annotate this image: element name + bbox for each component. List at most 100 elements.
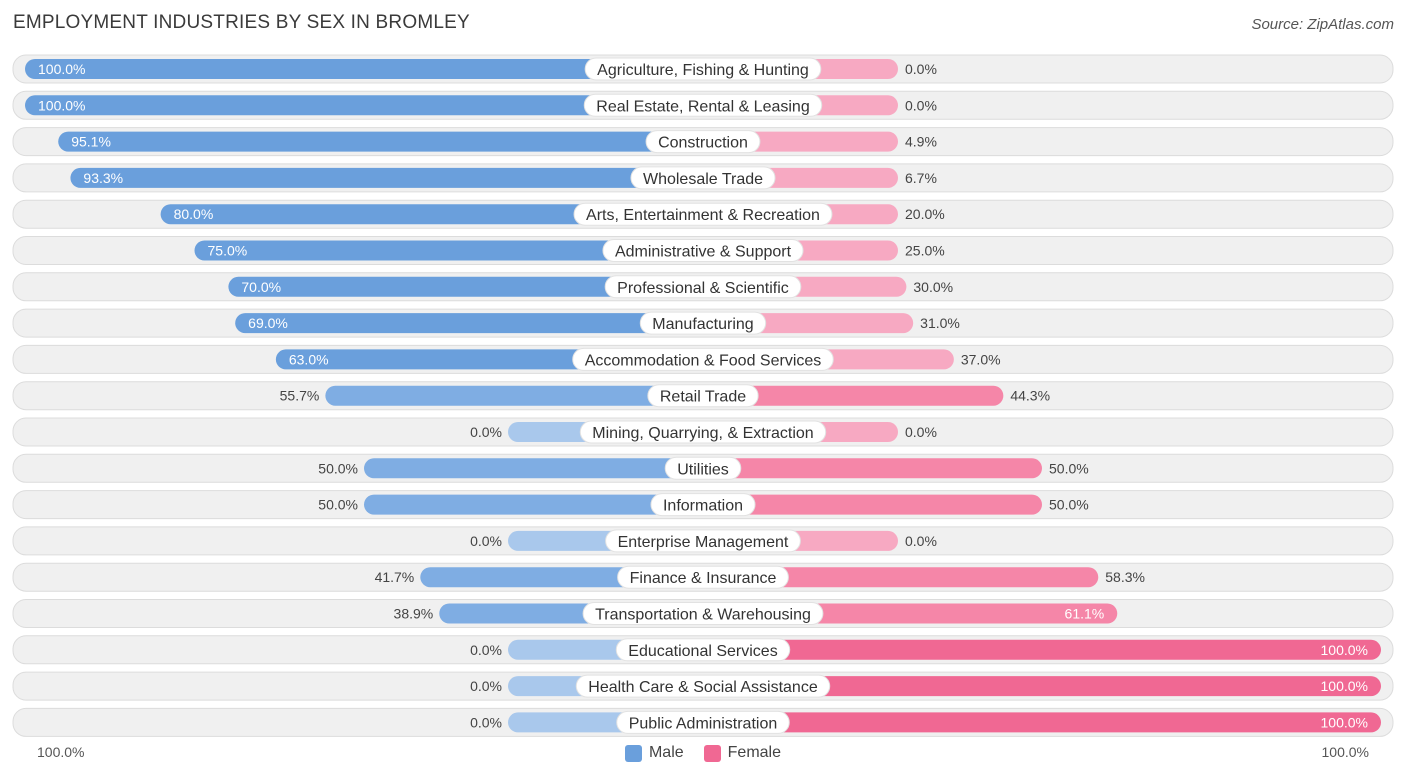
value-label-female: 100.0% bbox=[1321, 714, 1368, 730]
category-label-pill bbox=[650, 493, 756, 517]
category-label-pill bbox=[616, 710, 790, 734]
category-label-pill bbox=[645, 130, 761, 154]
bar-male bbox=[235, 313, 703, 334]
category-label-pill bbox=[617, 565, 789, 589]
value-label-male: 50.0% bbox=[318, 497, 358, 513]
category-label: Information bbox=[663, 498, 743, 515]
category-label: Transportation & Warehousing bbox=[595, 607, 811, 624]
value-label-female: 50.0% bbox=[1049, 460, 1089, 476]
value-label-male: 0.0% bbox=[470, 533, 502, 549]
category-label-pill bbox=[573, 202, 833, 226]
category-label: Public Administration bbox=[629, 715, 778, 732]
value-label-male: 50.0% bbox=[318, 460, 358, 476]
bar-female bbox=[703, 639, 1381, 660]
value-label-female: 44.3% bbox=[1010, 388, 1050, 404]
value-label-female: 4.9% bbox=[905, 134, 937, 150]
category-label: Arts, Entertainment & Recreation bbox=[586, 207, 820, 224]
category-label-pill bbox=[615, 638, 791, 662]
value-label-male: 55.7% bbox=[280, 388, 320, 404]
source-credit: Source: ZipAtlas.com bbox=[1251, 16, 1394, 33]
category-label-pill bbox=[639, 311, 767, 335]
value-label-female: 31.0% bbox=[920, 315, 960, 331]
category-label-pill bbox=[630, 166, 776, 190]
value-label-female: 0.0% bbox=[905, 61, 937, 77]
category-label: Mining, Quarrying, & Extraction bbox=[592, 425, 813, 442]
legend-label-female: Female bbox=[727, 744, 782, 761]
category-label-pill bbox=[647, 384, 759, 408]
category-label-pill bbox=[584, 57, 822, 81]
legend-swatch-male bbox=[624, 744, 642, 762]
category-label: Manufacturing bbox=[652, 316, 753, 333]
bar-male bbox=[25, 59, 703, 79]
value-label-male: 100.0% bbox=[38, 97, 85, 113]
value-label-male: 0.0% bbox=[470, 424, 502, 440]
value-label-male: 95.1% bbox=[71, 134, 111, 150]
category-label-pill bbox=[604, 275, 802, 299]
category-label-pill bbox=[582, 602, 824, 625]
category-label-pill bbox=[572, 347, 834, 371]
bar-male bbox=[364, 458, 703, 479]
axis-left-label: 100.0% bbox=[37, 744, 85, 760]
value-label-male: 93.3% bbox=[83, 170, 123, 186]
legend-swatch-female bbox=[703, 744, 721, 762]
bar-male bbox=[70, 167, 703, 188]
category-label-pill bbox=[664, 456, 742, 480]
value-label-female: 100.0% bbox=[1321, 642, 1368, 658]
category-label-pill bbox=[579, 420, 827, 444]
value-label-female: 0.0% bbox=[905, 533, 937, 549]
value-label-female: 6.7% bbox=[905, 170, 937, 186]
category-label-pill bbox=[583, 93, 823, 117]
category-label: Finance & Insurance bbox=[630, 570, 777, 587]
value-label-female: 58.3% bbox=[1105, 569, 1145, 585]
legend-label-male: Male bbox=[648, 744, 684, 761]
value-label-male: 100.0% bbox=[38, 61, 85, 77]
category-label: Administrative & Support bbox=[615, 244, 792, 261]
category-label-pill bbox=[602, 239, 804, 262]
axis-right-label: 100.0% bbox=[1321, 744, 1369, 760]
value-label-female: 50.0% bbox=[1049, 497, 1089, 513]
legend: Male Female bbox=[0, 742, 1406, 764]
value-label-male: 0.0% bbox=[470, 642, 502, 658]
bar-female bbox=[703, 712, 1381, 733]
value-label-female: 0.0% bbox=[905, 97, 937, 113]
category-label-pill bbox=[605, 529, 801, 553]
category-label: Construction bbox=[658, 135, 748, 152]
value-label-male: 75.0% bbox=[208, 243, 248, 259]
value-label-male: 69.0% bbox=[248, 315, 288, 331]
category-label: Real Estate, Rental & Leasing bbox=[596, 98, 809, 115]
legend-item-male[interactable]: Male bbox=[624, 744, 684, 762]
value-label-female: 20.0% bbox=[905, 206, 945, 222]
bar-female bbox=[703, 676, 1381, 697]
chart-title: EMPLOYMENT INDUSTRIES BY SEX IN BROMLEY bbox=[13, 12, 470, 33]
category-label: Health Care & Social Assistance bbox=[588, 679, 818, 696]
bar-male bbox=[194, 240, 703, 261]
bar-male bbox=[25, 95, 703, 116]
bar-male bbox=[364, 494, 703, 515]
category-label: Agriculture, Fishing & Hunting bbox=[597, 62, 809, 79]
bar-female bbox=[703, 494, 1042, 515]
category-label: Educational Services bbox=[628, 643, 777, 660]
value-label-male: 38.9% bbox=[394, 606, 434, 622]
value-label-male: 0.0% bbox=[470, 678, 502, 694]
bar-male bbox=[325, 385, 703, 406]
bar-male bbox=[228, 276, 703, 297]
category-label-pill bbox=[575, 674, 831, 698]
category-label: Enterprise Management bbox=[618, 534, 789, 551]
value-label-female: 0.0% bbox=[905, 424, 937, 440]
value-label-male: 41.7% bbox=[375, 569, 415, 585]
legend-item-female[interactable]: Female bbox=[703, 744, 782, 762]
category-label: Accommodation & Food Services bbox=[585, 352, 822, 369]
category-label: Utilities bbox=[677, 461, 729, 478]
value-label-male: 70.0% bbox=[241, 279, 281, 295]
value-label-female: 37.0% bbox=[961, 351, 1001, 367]
bar-female bbox=[703, 458, 1042, 479]
value-label-female: 61.1% bbox=[1065, 606, 1105, 622]
bar-female bbox=[703, 385, 1004, 406]
value-label-female: 100.0% bbox=[1321, 678, 1368, 694]
bar-male bbox=[58, 131, 704, 152]
value-label-male: 63.0% bbox=[289, 351, 329, 367]
value-label-female: 30.0% bbox=[913, 279, 953, 295]
bar-male bbox=[160, 204, 704, 225]
category-label: Retail Trade bbox=[660, 389, 746, 406]
